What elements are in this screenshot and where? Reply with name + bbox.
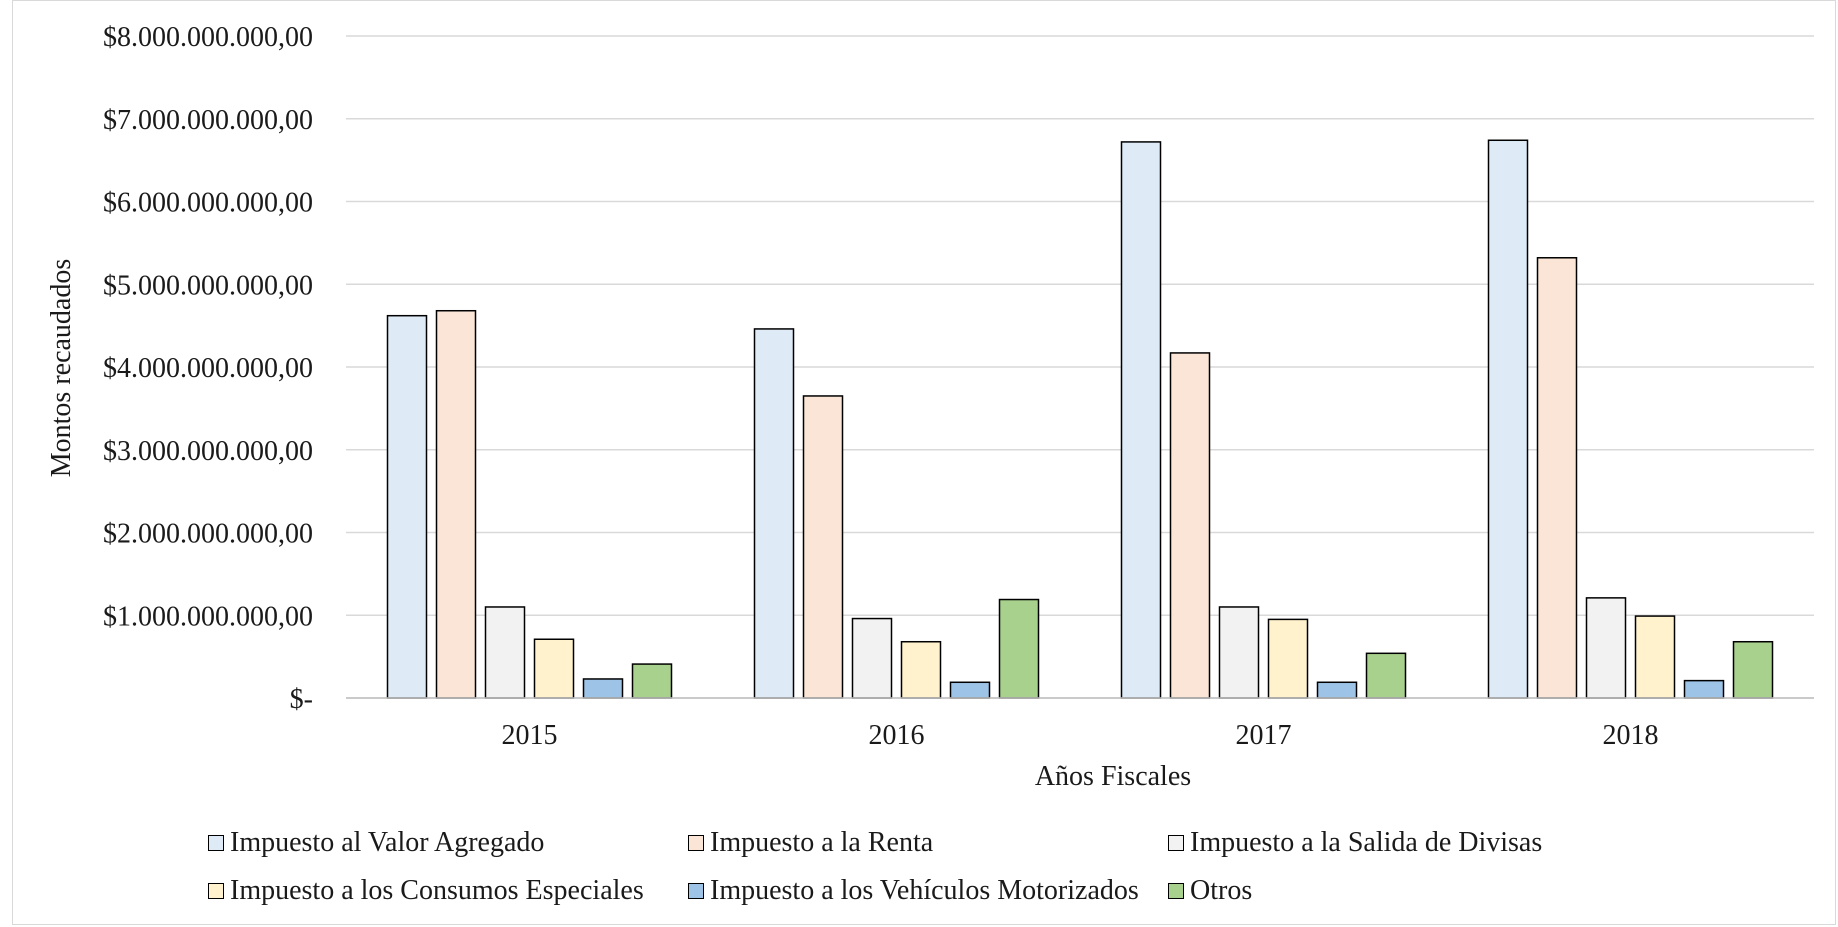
legend-item: Impuesto al Valor Agregado	[208, 826, 688, 860]
legend-label: Impuesto al Valor Agregado	[230, 827, 545, 858]
bar-2016-series-1	[802, 395, 844, 699]
bar-2017-series-4	[1316, 681, 1358, 699]
bar-2016-series-0	[753, 328, 795, 699]
bar-2018-series-2	[1585, 597, 1627, 699]
y-tick-label: $8.000.000.000,00	[103, 22, 313, 53]
x-tick-label: 2017	[1236, 720, 1292, 751]
legend-item: Impuesto a los Vehículos Motorizados	[688, 874, 1168, 908]
y-tick-label: $3.000.000.000,00	[103, 436, 313, 467]
legend-swatch	[688, 835, 704, 851]
y-tick-label: $4.000.000.000,00	[103, 353, 313, 384]
bar-2015-series-3	[533, 638, 575, 699]
legend-swatch	[208, 835, 224, 851]
bar-2018-series-1	[1536, 257, 1578, 699]
bar-2016-series-5	[998, 598, 1040, 699]
legend-label: Otros	[1190, 875, 1253, 906]
x-tick-label: 2016	[869, 720, 925, 751]
bars	[346, 139, 1814, 699]
bar-2017-series-1	[1169, 352, 1211, 699]
bar-2016-series-2	[851, 617, 893, 699]
x-tick-label: 2015	[502, 720, 558, 751]
bar-2016-series-4	[949, 681, 991, 699]
x-axis-label: Años Fiscales	[1035, 761, 1191, 792]
chart-frame	[12, 0, 1836, 925]
legend-label: Impuesto a los Consumos Especiales	[230, 875, 644, 906]
y-tick-label: $5.000.000.000,00	[103, 270, 313, 301]
bar-2015-series-1	[435, 309, 477, 699]
legend-swatch	[1168, 883, 1184, 899]
legend-swatch	[1168, 835, 1184, 851]
legend: Impuesto al Valor Agregado Impuesto a la …	[208, 826, 1628, 908]
y-axis-label: Montos recaudados	[46, 259, 77, 478]
y-tick-label: $6.000.000.000,00	[103, 188, 313, 219]
y-tick-label: $-	[290, 684, 313, 715]
y-tick-label: $7.000.000.000,00	[103, 105, 313, 136]
legend-swatch	[688, 883, 704, 899]
bar-2017-series-2	[1218, 606, 1260, 699]
legend-label: Impuesto a la Salida de Divisas	[1190, 827, 1543, 858]
bar-2015-series-5	[631, 663, 673, 699]
x-tick-label: 2018	[1603, 720, 1659, 751]
bar-2017-series-0	[1120, 141, 1162, 699]
legend-label: Impuesto a los Vehículos Motorizados	[710, 875, 1139, 906]
x-axis-tick-labels: 2015 2016 2017 2018	[502, 720, 1659, 751]
bar-2015-series-0	[386, 314, 428, 699]
legend-swatch	[208, 883, 224, 899]
y-tick-label: $1.000.000.000,00	[103, 601, 313, 632]
bar-2016-series-3	[900, 640, 942, 699]
bar-2018-series-4	[1683, 679, 1725, 699]
legend-item: Impuesto a los Consumos Especiales	[208, 874, 688, 908]
y-tick-label: $2.000.000.000,00	[103, 519, 313, 550]
bar-2017-series-5	[1365, 652, 1407, 699]
bar-2018-series-0	[1487, 139, 1529, 699]
legend-item: Impuesto a la Salida de Divisas	[1168, 826, 1628, 860]
bar-2015-series-2	[484, 606, 526, 699]
legend-item: Otros	[1168, 874, 1628, 908]
legend-item: Impuesto a la Renta	[688, 826, 1168, 860]
bar-2018-series-5	[1732, 640, 1774, 699]
y-axis-tick-labels: $- $1.000.000.000,00 $2.000.000.000,00 $3.0…	[103, 22, 313, 715]
bar-2017-series-3	[1267, 618, 1309, 699]
bar-2018-series-3	[1634, 615, 1676, 699]
legend-label: Impuesto a la Renta	[710, 827, 934, 858]
bar-2015-series-4	[582, 678, 624, 699]
